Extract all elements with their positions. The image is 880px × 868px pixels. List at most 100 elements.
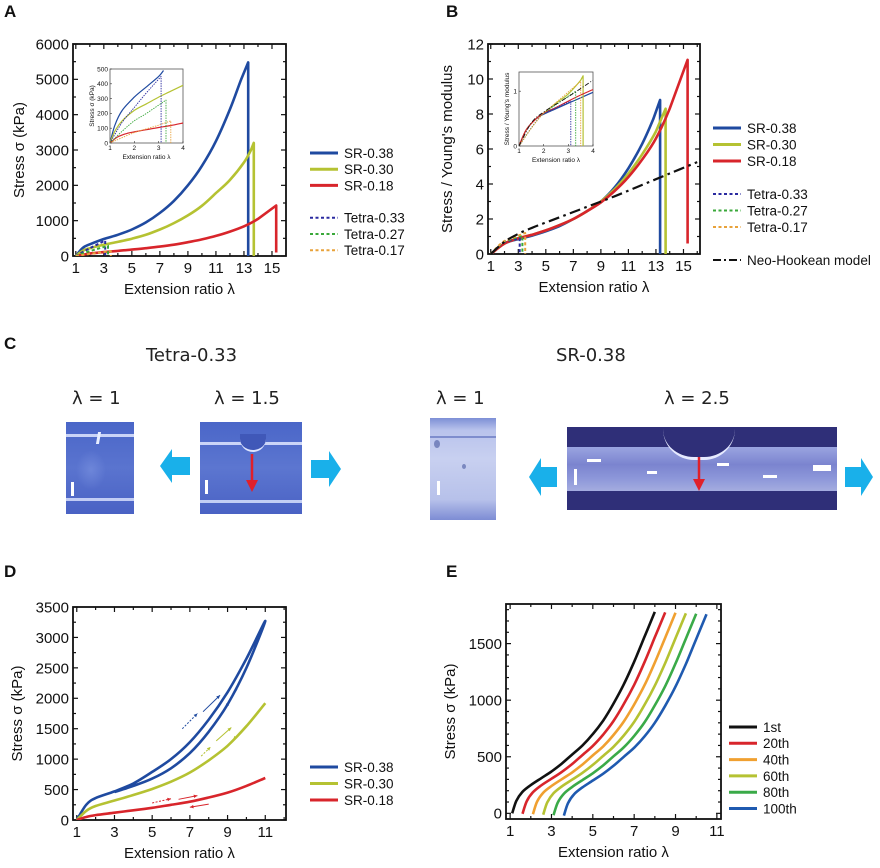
stretch-arrow-left <box>529 458 557 496</box>
series-line-sr-0-30 <box>75 141 256 256</box>
inset-y-tick-label: 1 <box>513 88 517 95</box>
series-line-100th <box>562 613 708 817</box>
legend-label: Tetra-0.27 <box>747 203 808 218</box>
lambda-label-tetra-2: λ = 1.5 <box>214 388 280 409</box>
series-line-neo-hookean-model <box>519 79 593 146</box>
photo-tetra-lambda-1-5 <box>200 422 302 514</box>
x-tick-label: 1 <box>72 260 80 277</box>
x-tick-label: 11 <box>709 823 725 840</box>
y-tick-label: 4000 <box>36 107 69 124</box>
inset-y-tick-label: 500 <box>97 66 108 73</box>
panel-letter-a: A <box>4 2 17 21</box>
series-line-20th <box>521 611 667 815</box>
legend-label: SR-0.38 <box>747 121 797 136</box>
x-tick-label: 13 <box>648 258 665 275</box>
y-tick-label: 5000 <box>36 72 69 89</box>
plot-frame <box>72 606 287 821</box>
stretch-arrow-right <box>845 458 873 496</box>
x-tick-label: 5 <box>542 258 550 275</box>
lambda-label-sr-1: λ = 1 <box>436 388 485 409</box>
direction-arrow-head <box>227 727 232 732</box>
x-tick-label: 3 <box>547 823 555 840</box>
series-line-tetra-0-17 <box>75 250 112 256</box>
series-line-sr-0-38 <box>75 619 267 820</box>
inset-x-tick-label: 2 <box>133 145 137 152</box>
lambda-label-tetra-1: λ = 1 <box>72 388 121 409</box>
y-tick-label: 3000 <box>36 630 69 647</box>
legend-label: SR-0.38 <box>344 146 394 161</box>
inset-x-axis-label: Extension ratio λ <box>122 154 171 161</box>
legend-label: Tetra-0.17 <box>344 243 405 258</box>
y-axis-label: Stress / Young's modulus <box>439 65 456 233</box>
stretch-arrow-left <box>160 449 190 483</box>
x-tick-label: 11 <box>621 258 637 275</box>
legend-label: SR-0.38 <box>344 760 394 775</box>
photo-tetra-lambda-1 <box>66 422 134 514</box>
photo-sr-lambda-2-5 <box>567 427 837 510</box>
x-tick-label: 5 <box>148 824 156 841</box>
y-tick-label: 2500 <box>36 660 69 677</box>
y-tick-label: 3500 <box>36 599 69 616</box>
inset-y-axis-label: Stress / Young's modulus <box>504 72 511 146</box>
y-tick-label: 1000 <box>36 213 69 230</box>
chart-D: 1 3 5 7 9 11 0 500 1000 1500 2000 2500 3000 3500 Exten… <box>9 599 287 862</box>
direction-arrow-head <box>225 703 230 708</box>
direction-arrow-head <box>193 713 198 718</box>
inset-x-tick-label: 2 <box>542 148 546 155</box>
y-tick-label: 8 <box>476 106 484 123</box>
series-line-sr-0-18 <box>519 88 593 146</box>
chart-A: 1 3 5 7 9 11 13 150100020003000400050006000Exte… <box>11 36 287 298</box>
panel-letter-d: D <box>4 562 17 581</box>
y-tick-label: 4 <box>476 176 484 193</box>
legend-label: 80th <box>763 785 789 800</box>
x-axis-label: Extension ratio λ <box>124 281 235 298</box>
y-axis-label: Stress σ (kPa) <box>9 666 26 762</box>
y-tick-label: 12 <box>467 36 484 53</box>
y-tick-label: 3000 <box>36 142 69 159</box>
direction-arrow-head <box>216 695 221 699</box>
y-tick-label: 6 <box>476 141 484 158</box>
direction-arrow-head <box>193 794 198 799</box>
inset-y-axis-label: Stress σ (kPa) <box>89 85 96 127</box>
inset-x-tick-label: 1 <box>108 145 112 152</box>
inset-y-tick-label: 0 <box>513 143 517 150</box>
y-axis-label: Stress σ (kPa) <box>11 102 28 198</box>
series-line-sr-0-38 <box>110 70 164 143</box>
series-line-80th <box>552 613 698 816</box>
y-tick-label: 6000 <box>36 36 69 53</box>
chart-E: 1 3 5 7 9 11 0 500 1000 1500 Extension ratio λ Stre… <box>442 603 725 861</box>
panel-letter-b: B <box>446 2 459 21</box>
y-tick-label: 2 <box>476 211 484 228</box>
scale-bar <box>437 481 440 495</box>
series-line-60th <box>541 612 688 816</box>
legend-label: 100th <box>763 801 797 816</box>
x-tick-label: 11 <box>257 824 273 841</box>
x-tick-label: 13 <box>236 260 253 277</box>
series-line-sr-0-38 <box>74 61 250 256</box>
series-line-sr-0-18 <box>110 122 183 143</box>
x-tick-label: 1 <box>506 823 514 840</box>
scale-bar <box>574 469 577 485</box>
legend-label: Tetra-0.33 <box>747 187 808 202</box>
y-tick-label: 500 <box>44 782 69 799</box>
inset-x-tick-label: 3 <box>567 148 571 155</box>
panel-letter-e: E <box>446 562 458 581</box>
x-tick-label: 3 <box>110 824 118 841</box>
series-line-neo-hookean-model <box>490 161 698 254</box>
x-tick-label: 9 <box>184 260 192 277</box>
y-tick-label: 1500 <box>469 636 502 653</box>
photo-sr-lambda-1 <box>430 418 496 520</box>
inset-frame <box>109 68 184 144</box>
crack-arrow <box>693 457 705 491</box>
direction-arrow-head <box>206 746 211 751</box>
inset-y-tick-label: 200 <box>97 111 108 118</box>
y-tick-label: 10 <box>467 71 484 88</box>
legend-label: SR-0.30 <box>747 137 797 152</box>
y-tick-label: 1500 <box>36 721 69 738</box>
x-axis-label: Extension ratio λ <box>539 279 650 296</box>
series-line-sr-0-30 <box>110 84 183 143</box>
y-tick-label: 0 <box>61 812 69 829</box>
